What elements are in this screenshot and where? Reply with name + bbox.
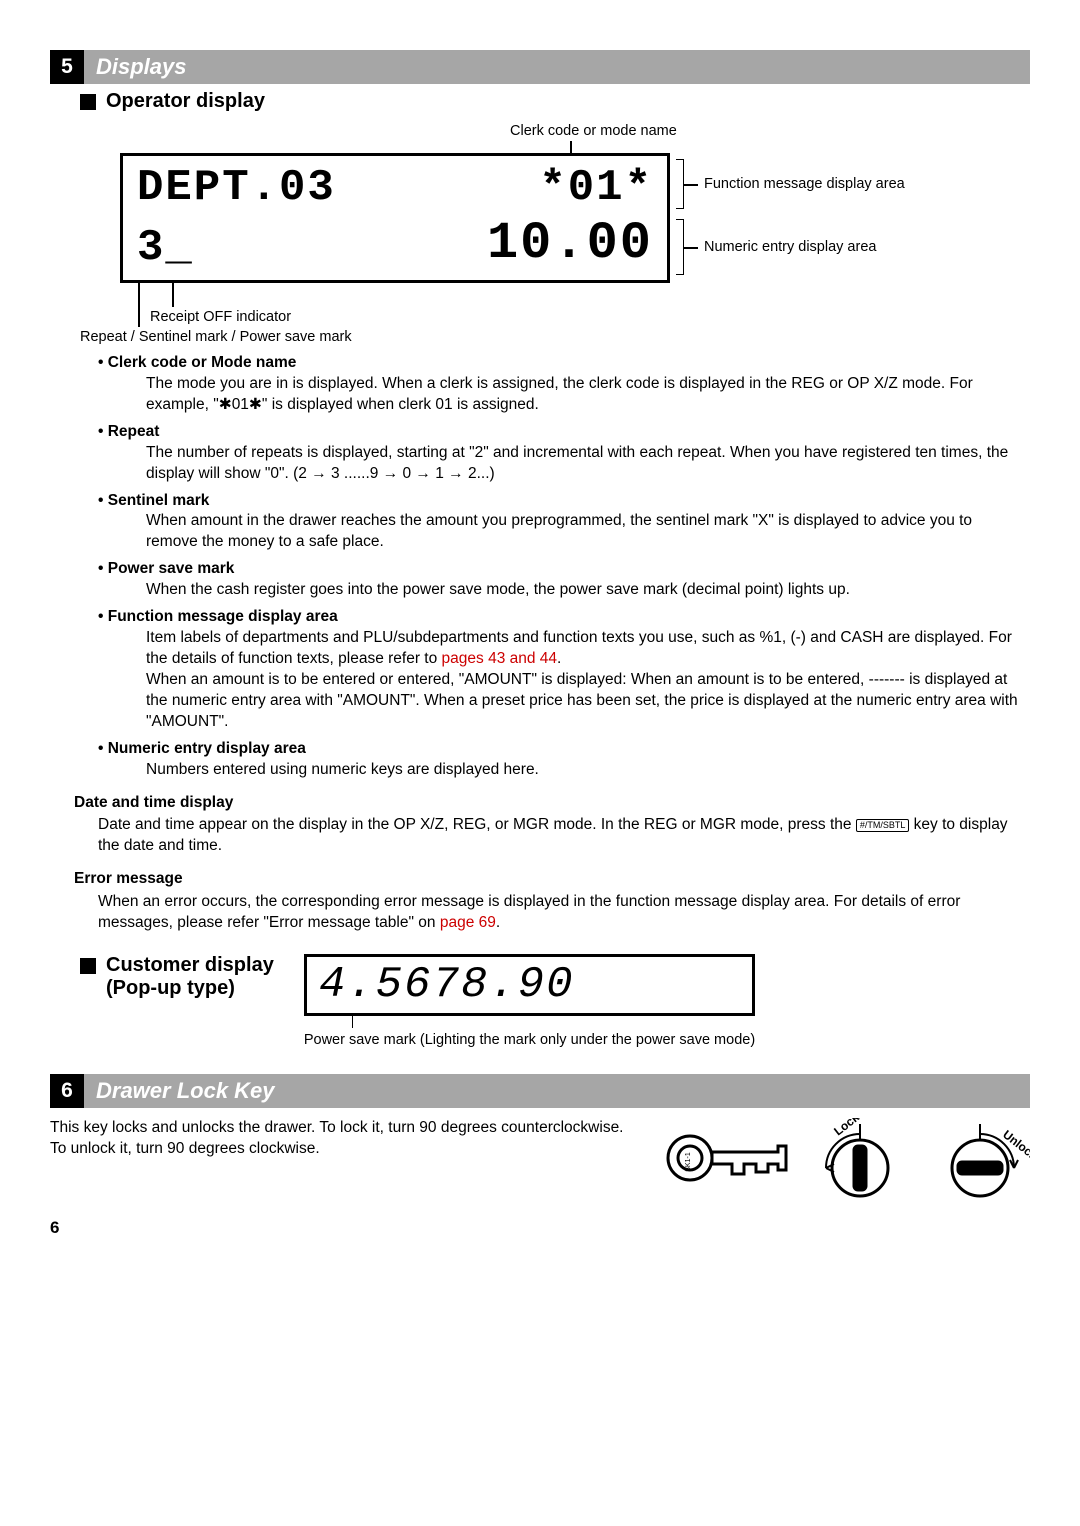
item-numeric-title: Numeric entry display area (98, 739, 1020, 760)
item-power-body: When the cash register goes into the pow… (146, 580, 1020, 601)
operator-display-description: Clerk code or Mode name The mode you are… (98, 353, 1020, 934)
item-power-title: Power save mark (98, 559, 1020, 580)
item-clerk-title: Clerk code or Mode name (98, 353, 1020, 374)
item-repeat-title: Repeat (98, 422, 1020, 443)
lcd-line1-left: DEPT.03 (137, 166, 336, 210)
error-title: Error message (74, 869, 1020, 890)
leader-line (352, 1016, 354, 1028)
lock-label: Lock (831, 1118, 862, 1138)
link-page-69[interactable]: page 69 (440, 914, 496, 931)
error-body-b: . (496, 914, 500, 931)
error-body: When an error occurs, the corresponding … (98, 892, 1020, 934)
label-repeat-sentinel: Repeat / Sentinel mark / Power save mark (80, 329, 352, 345)
item-func-title: Function message display area (98, 607, 1020, 628)
leader-line (138, 283, 140, 327)
operator-display-diagram: Clerk code or mode name DEPT.03 *01* 3_ … (80, 123, 1030, 343)
datetime-title: Date and time display (74, 793, 1020, 814)
brace-icon (676, 219, 684, 275)
item-func-body: Item labels of departments and PLU/subde… (146, 628, 1020, 733)
lcd-line1-right: *01* (539, 166, 653, 210)
customer-caption: Power save mark (Lighting the mark only … (304, 1032, 755, 1048)
section-5-title: Displays (84, 50, 1030, 84)
link-pages-43-44[interactable]: pages 43 and 44 (442, 650, 558, 667)
square-bullet-icon (80, 958, 96, 974)
customer-display-block: 4.5678.90 Power save mark (Lighting the … (304, 954, 755, 1048)
item-sentinel-title: Sentinel mark (98, 491, 1020, 512)
label-numeric-area: Numeric entry display area (704, 239, 876, 255)
page-number: 6 (50, 1218, 1030, 1238)
drawer-lock-text: This key locks and unlocks the drawer. T… (50, 1118, 640, 1160)
operator-display-heading: Operator display (80, 90, 1030, 113)
square-bullet-icon (80, 94, 96, 110)
section-6-num: 6 (50, 1074, 84, 1108)
customer-heading-l1: Customer display (106, 954, 274, 977)
key-tm-sbtl: #/TM/SBTL (856, 819, 910, 832)
unlock-icon: Unlock (930, 1118, 1030, 1208)
leader-line (570, 141, 572, 153)
lcd-line2-right: 10.00 (487, 218, 653, 270)
drawer-lock-row: This key locks and unlocks the drawer. T… (50, 1118, 1030, 1208)
item-numeric-body: Numbers entered using numeric keys are d… (146, 760, 1020, 781)
key-icon: SK1-1 (660, 1118, 790, 1198)
lcd-line2-left: 3_ (137, 226, 194, 270)
datetime-body-a: Date and time appear on the display in t… (98, 816, 856, 833)
leader-line (172, 283, 174, 307)
item-func-body-a: Item labels of departments and PLU/subde… (146, 629, 1012, 667)
leader-line (684, 247, 698, 249)
item-sentinel-body: When amount in the drawer reaches the am… (146, 511, 1020, 553)
item-clerk-body: The mode you are in is displayed. When a… (146, 374, 1020, 416)
section-5-num: 5 (50, 50, 84, 84)
lcd-frame: DEPT.03 *01* 3_ 10.00 (120, 153, 670, 283)
brace-icon (676, 159, 684, 209)
seven-segment-display: 4.5678.90 (304, 954, 755, 1016)
label-receipt-off: Receipt OFF indicator (150, 309, 291, 325)
key-label: SK1-1 (685, 1152, 692, 1172)
label-func-area: Function message display area (704, 176, 905, 192)
leader-line (684, 184, 698, 186)
section-5-header: 5 Displays (50, 50, 1030, 84)
label-clerk-top: Clerk code or mode name (510, 123, 677, 139)
section-6-header: 6 Drawer Lock Key (50, 1074, 1030, 1108)
item-repeat-body: The number of repeats is displayed, star… (146, 443, 1020, 485)
error-body-a: When an error occurs, the corresponding … (98, 893, 960, 931)
operator-display-heading-text: Operator display (106, 90, 265, 113)
customer-heading-l2: (Pop-up type) (106, 977, 235, 1000)
customer-display-heading: Customer display (Pop-up type) (80, 954, 274, 1000)
lock-icon: Lock (810, 1118, 910, 1208)
section-6-title: Drawer Lock Key (84, 1074, 1030, 1108)
datetime-body: Date and time appear on the display in t… (98, 815, 1020, 857)
